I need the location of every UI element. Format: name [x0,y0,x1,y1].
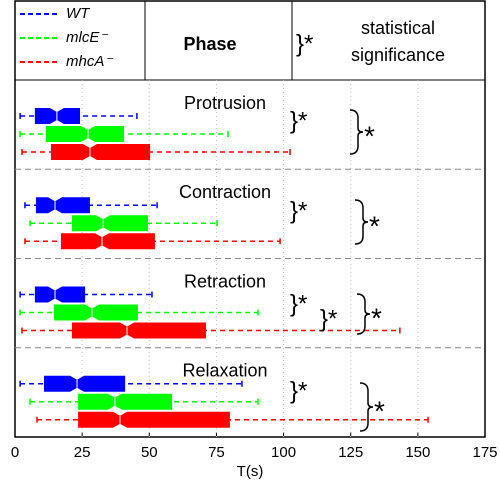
x-tick-label: 0 [11,444,19,461]
significance-symbol: }* [296,30,313,57]
legend-label: mhcA⁻ [66,53,113,70]
significance-brace [359,382,374,432]
box [60,233,155,250]
x-tick-label: 150 [405,444,430,461]
box [34,108,80,124]
significance-mark: * [374,395,385,426]
significance-brace [354,199,369,245]
box [78,393,173,410]
box [53,304,139,321]
significance-mark: }* [320,305,337,332]
significance-mark: }* [290,197,307,224]
box [45,126,125,142]
x-tick-label: 100 [271,444,296,461]
significance-mark: }* [290,107,307,134]
phase-label: Contraction [179,182,271,202]
box [50,144,151,160]
box [44,375,126,392]
phase-label: Retraction [184,271,266,291]
significance-mark: * [364,120,375,151]
phase-label: Relaxation [182,361,267,381]
header-title: Phase [183,34,236,54]
x-tick-label: 75 [208,444,225,461]
significance-mark: }* [290,377,307,404]
box [34,286,86,303]
significance-label: statistical [361,18,435,38]
significance-mark: * [371,302,382,333]
x-axis-label: T(s) [237,463,264,480]
legend-label: WT [66,5,91,22]
box [71,215,148,232]
x-tick-label: 50 [141,444,158,461]
significance-brace [356,293,371,335]
x-tick-label: 125 [338,444,363,461]
box [78,411,230,428]
significance-mark: }* [290,290,307,317]
x-tick-label: 175 [472,444,497,461]
significance-mark: * [369,210,380,241]
box [71,322,206,339]
significance-label: significance [351,45,445,65]
x-tick-label: 25 [74,444,91,461]
legend-label: mlcE⁻ [66,29,108,46]
plot-frame [14,0,486,438]
phase-label: Protrusion [184,93,266,113]
significance-brace [349,109,364,155]
box [35,197,90,214]
